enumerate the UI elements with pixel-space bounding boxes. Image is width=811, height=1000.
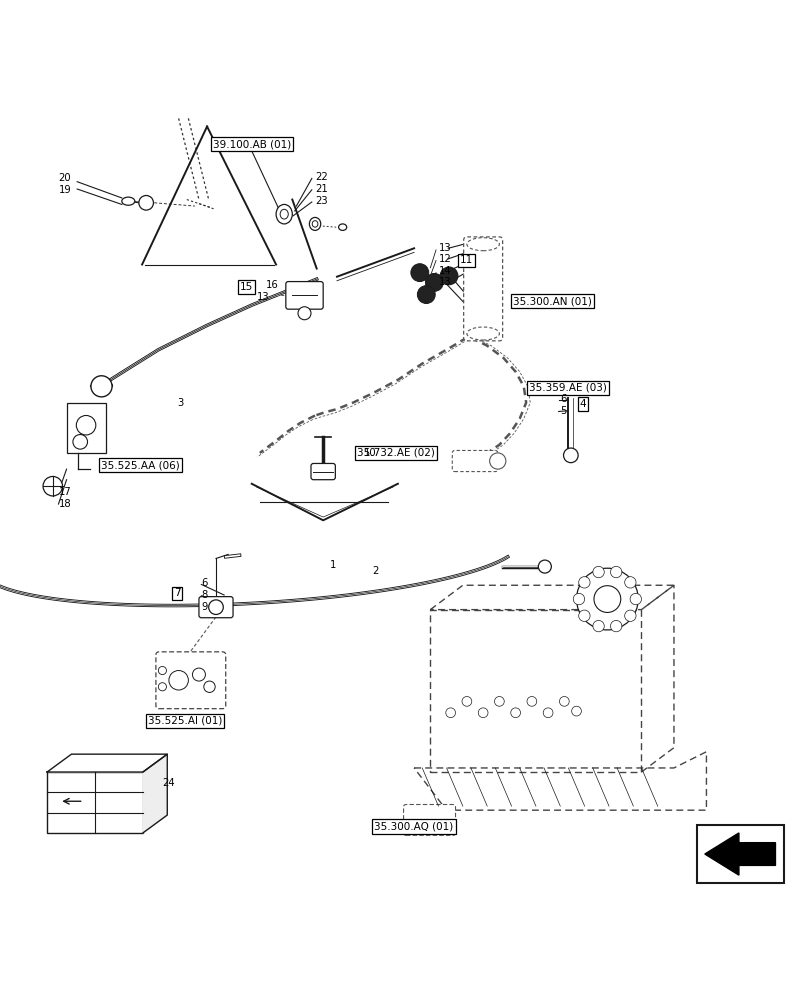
Text: 13: 13: [256, 292, 269, 302]
FancyBboxPatch shape: [156, 652, 225, 709]
Circle shape: [445, 708, 455, 718]
FancyBboxPatch shape: [285, 282, 323, 309]
Circle shape: [578, 610, 590, 621]
Circle shape: [440, 267, 457, 285]
Text: 7: 7: [174, 588, 180, 598]
Text: 13: 13: [438, 277, 451, 287]
Circle shape: [43, 476, 62, 496]
FancyBboxPatch shape: [199, 597, 233, 618]
Text: 17: 17: [58, 487, 71, 497]
Circle shape: [494, 697, 504, 706]
Text: 13: 13: [438, 243, 451, 253]
Text: 22: 22: [315, 172, 328, 182]
Text: 11: 11: [460, 255, 473, 265]
Text: 3: 3: [177, 398, 183, 408]
Text: 14: 14: [438, 266, 451, 276]
Bar: [67, 403, 105, 453]
Ellipse shape: [276, 204, 292, 224]
Text: 1: 1: [329, 560, 336, 570]
Bar: [430, 610, 641, 772]
Text: 35.525.AA (06): 35.525.AA (06): [101, 460, 179, 470]
Text: 20: 20: [58, 173, 71, 183]
Text: 35.300.AN (01): 35.300.AN (01): [512, 296, 591, 306]
Circle shape: [425, 273, 443, 291]
Text: 19: 19: [58, 185, 71, 195]
Circle shape: [578, 577, 590, 588]
Polygon shape: [704, 833, 775, 875]
Circle shape: [629, 593, 641, 605]
Circle shape: [543, 708, 552, 718]
Circle shape: [510, 708, 520, 718]
FancyBboxPatch shape: [311, 463, 335, 480]
Ellipse shape: [338, 224, 346, 230]
Ellipse shape: [311, 221, 317, 227]
Circle shape: [573, 593, 584, 605]
Circle shape: [139, 196, 153, 210]
Text: 12: 12: [438, 254, 451, 264]
Bar: [47, 772, 143, 833]
Text: 35.525.AI (01): 35.525.AI (01): [148, 716, 222, 726]
Text: 35.732.AE (02): 35.732.AE (02): [357, 448, 435, 458]
Text: 18: 18: [58, 499, 71, 509]
Ellipse shape: [309, 217, 320, 230]
Circle shape: [91, 376, 112, 397]
Ellipse shape: [122, 197, 135, 205]
FancyBboxPatch shape: [403, 804, 455, 835]
Text: 24: 24: [162, 778, 175, 788]
Text: 10: 10: [363, 448, 376, 458]
Circle shape: [610, 566, 621, 578]
Ellipse shape: [466, 327, 499, 340]
Text: 4: 4: [579, 399, 586, 409]
Polygon shape: [143, 754, 167, 833]
Text: 6: 6: [560, 393, 566, 403]
Circle shape: [592, 566, 603, 578]
Circle shape: [158, 666, 166, 675]
Circle shape: [489, 453, 505, 469]
Text: 2: 2: [371, 566, 378, 576]
Text: 16: 16: [266, 280, 279, 290]
Text: 5: 5: [560, 406, 566, 416]
FancyBboxPatch shape: [452, 450, 497, 472]
Circle shape: [571, 706, 581, 716]
Text: 23: 23: [315, 196, 328, 206]
Text: 21: 21: [315, 184, 328, 194]
Ellipse shape: [280, 209, 288, 219]
Text: 35.359.AE (03): 35.359.AE (03): [529, 383, 607, 393]
Circle shape: [461, 697, 471, 706]
Text: 6: 6: [201, 578, 208, 588]
Circle shape: [76, 415, 96, 435]
Text: 15: 15: [239, 282, 252, 292]
Circle shape: [526, 697, 536, 706]
Circle shape: [169, 671, 188, 690]
Bar: [696, 825, 783, 883]
Circle shape: [610, 620, 621, 632]
Text: 8: 8: [201, 590, 208, 600]
Circle shape: [192, 668, 205, 681]
Circle shape: [593, 586, 620, 612]
Circle shape: [624, 610, 635, 621]
Text: 35.300.AQ (01): 35.300.AQ (01): [374, 821, 453, 831]
Circle shape: [563, 448, 577, 463]
Circle shape: [208, 600, 223, 614]
Circle shape: [410, 264, 428, 282]
Ellipse shape: [466, 238, 499, 251]
Circle shape: [158, 683, 166, 691]
Circle shape: [624, 577, 635, 588]
Text: 9: 9: [201, 602, 208, 612]
Polygon shape: [47, 754, 167, 772]
Circle shape: [592, 620, 603, 632]
FancyBboxPatch shape: [463, 237, 502, 341]
Circle shape: [298, 307, 311, 320]
Circle shape: [478, 708, 487, 718]
Circle shape: [417, 286, 435, 303]
Circle shape: [204, 681, 215, 692]
Circle shape: [559, 697, 569, 706]
Circle shape: [576, 568, 637, 630]
Circle shape: [73, 435, 88, 449]
Text: 39.100.AB (01): 39.100.AB (01): [212, 139, 290, 149]
Circle shape: [538, 560, 551, 573]
